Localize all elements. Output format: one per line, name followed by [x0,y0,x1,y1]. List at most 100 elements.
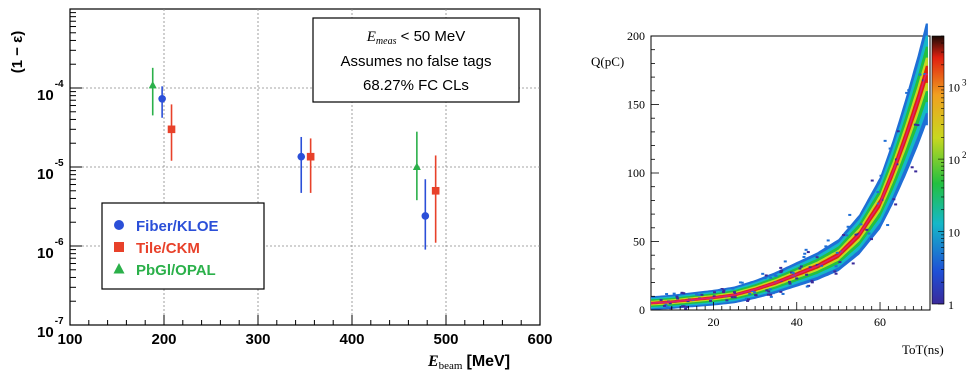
heatmap-cell [732,291,736,294]
heatmap-cell [845,234,849,237]
right-x-tick-label: 20 [707,315,719,329]
marker-triangle [148,80,157,89]
heatmap-cell [721,291,725,294]
heatmap-cell [771,292,775,295]
legend-label: PbGl/OPAL [136,262,216,279]
marker-square [167,125,176,134]
heatmap-cell [879,174,883,177]
heatmap-cell [685,305,689,308]
heatmap-cell [769,293,773,296]
marker-circle [297,152,306,161]
colorbar-tick-label: 10 2 [948,150,967,167]
heatmap-cell [773,274,777,277]
heatmap-cell [676,297,680,300]
heatmap-cell [719,289,723,292]
heatmap-cell [854,233,858,236]
left-y-tick-label: 10-6 [37,237,64,262]
heatmap-cell [740,281,744,284]
left-x-tick-label: 400 [339,331,364,348]
heatmap-cell [767,290,771,293]
heatmap-cell [781,292,785,295]
heatmap-cell [686,300,690,303]
heatmap-cell [815,263,819,266]
heatmap-cell [916,124,920,127]
heatmap-cell [748,292,752,295]
heatmap-cell [684,307,688,310]
heatmap-cell [856,233,860,236]
left-y-axis-label: (1 − ε) [9,31,26,74]
right-y-tick-label: 150 [627,98,645,112]
heatmap-cell [783,260,787,263]
heatmap-cell [761,272,765,275]
heatmap-cell [865,228,869,231]
heatmap-cell [913,123,917,126]
colorbar-tick-label: 10 3 [948,78,967,95]
annotation-box: Emeas < 50 MeV Assumes no false tags 68.… [312,17,520,103]
heatmap-cell [712,295,716,298]
left-x-tick-label: 100 [57,331,82,348]
left-y-tick-label: 10-5 [37,158,64,183]
marker-circle [421,212,430,220]
heatmap-cell [754,293,758,296]
heatmap-cell [713,291,717,294]
heatmap-cell [744,297,748,300]
marker-circle [158,94,166,103]
data-point-square [431,155,440,243]
heatmap-cell [798,267,802,270]
legend-marker-triangle [113,263,125,274]
right-y-tick-labels: 0 50 100 150 200 [627,29,645,317]
heatmap-cell [747,298,751,301]
right-y-tick-label: 100 [627,166,645,180]
heatmap-cell [763,277,767,280]
heatmap-cell [804,248,808,251]
heatmap-cell [788,280,792,283]
heatmap-cell [808,266,812,269]
heatmap-cell [846,225,850,228]
left-x-tick-labels: 100 200 300 400 500 600 [57,331,552,348]
colorbar [931,35,945,305]
data-point-triangle [412,131,421,201]
heatmap-cell [834,272,838,275]
heatmap-cell [876,191,880,194]
heatmap-cell [805,285,809,288]
heatmap-cell [738,281,742,284]
heatmap-cell [790,271,794,274]
heatmap-cell [720,288,724,291]
heatmap-cell [803,252,807,255]
right-x-axis-label: ToT(ns) [902,342,944,357]
heatmap-cell [802,255,806,258]
heatmap-cell [820,264,824,267]
heatmap-cell [842,234,846,237]
annotation-line2: Assumes no false tags [341,53,492,70]
heatmap-cell [766,293,770,296]
heatmap-cell [870,238,874,241]
heatmap-cell [662,304,666,307]
legend-label: Tile/CKM [136,240,200,257]
heatmap-cell [722,289,726,292]
right-ticks [651,35,923,311]
marker-triangle [412,162,421,170]
heatmap-cell [892,198,896,201]
right-x-tick-label: 40 [791,315,803,329]
right-chart: 20 40 60 0 50 100 150 200 Q(pC) ToT(ns) 1 10 10 2… [591,23,967,357]
data-point-circle [297,136,306,193]
heatmap-cell [780,269,784,272]
heatmap-cell [886,224,890,227]
heatmap-cell [907,89,911,92]
legend: Fiber/KLOE Tile/CKM PbGl/OPAL [101,202,265,290]
data-point-circle [158,86,166,118]
marker-square [431,186,440,195]
fit-curve [650,73,928,304]
heatmap-cell [805,273,809,276]
heatmap-cell [806,251,810,254]
heatmap-cell [779,271,783,274]
heatmap-cell [682,292,686,295]
heatmap-cell [894,158,898,161]
legend-label: Fiber/KLOE [136,218,219,235]
legend-marker-square [114,242,124,252]
legend-item: Fiber/KLOE [114,218,219,235]
data-point-square [167,104,176,161]
heatmap-cell [791,271,795,274]
